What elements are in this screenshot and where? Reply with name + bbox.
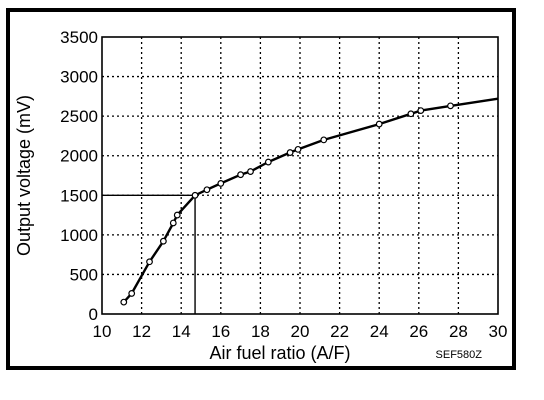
chart-frame: 0 500 1000 1500 2000 2500 3000 3500 10 12 14 16 18 2… [6,8,516,370]
data-markers [120,102,454,306]
x-axis-title: Air fuel ratio (A/F) [209,343,350,363]
reference-lines [102,194,196,314]
x-tick-label: 10 [93,322,112,341]
data-point [146,258,153,266]
y-tick-label: 2500 [60,107,98,126]
data-point [417,107,425,115]
x-tick-label: 30 [489,322,508,341]
plot-area-border [101,36,499,315]
x-tick-labels: 10 12 14 16 18 20 22 24 26 28 30 [93,322,508,341]
y-tick-labels: 0 500 1000 1500 2000 2500 3000 3500 [60,28,98,324]
data-point [447,102,454,110]
line-chart: 0 500 1000 1500 2000 2500 3000 3500 10 12 14 16 18 2… [14,28,508,363]
y-tick-label: 500 [70,265,98,284]
y-tick-label: 1000 [60,226,98,245]
figure-code: SEF580Z [436,349,483,361]
data-point [203,186,211,194]
data-point [294,145,302,153]
data-point [128,290,136,297]
data-point [120,298,128,306]
data-point [159,237,167,245]
data-point [375,120,383,128]
data-point [286,149,294,156]
x-tick-label: 24 [370,322,389,341]
x-tick-label: 14 [172,322,191,341]
x-tick-label: 20 [291,322,310,341]
y-tick-label: 2000 [60,147,98,166]
x-tick-label: 18 [251,322,270,341]
data-point [169,219,177,227]
data-point [247,168,254,175]
series-line-group [122,97,499,303]
x-tick-label: 26 [409,322,428,341]
y-tick-label: 3500 [60,28,98,47]
data-point [173,211,181,219]
data-point [191,191,199,199]
series-line [122,97,499,303]
data-point [407,110,415,118]
data-point [264,158,272,166]
data-point [217,180,225,187]
data-point [237,171,245,179]
data-point [320,136,328,144]
x-tick-label: 12 [132,322,151,341]
y-axis-title: Output voltage (mV) [14,95,34,256]
grid [102,37,498,314]
y-tick-label: 1500 [60,186,98,205]
x-tick-label: 16 [211,322,230,341]
y-tick-label: 3000 [60,68,98,87]
x-tick-label: 28 [449,322,468,341]
y-tick-label: 0 [89,305,98,324]
x-tick-label: 22 [330,322,349,341]
